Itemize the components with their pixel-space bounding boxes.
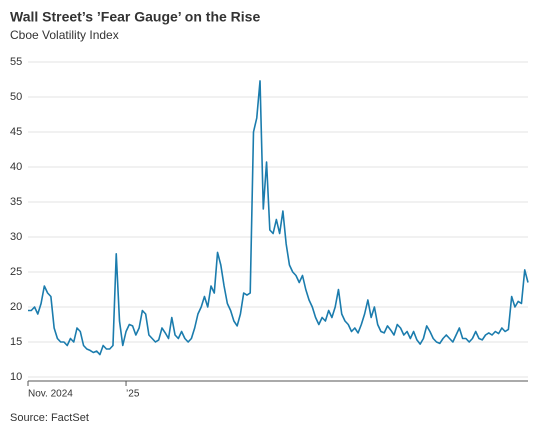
vix-line bbox=[28, 80, 529, 356]
chart-subtitle: Cboe Volatility Index bbox=[10, 28, 119, 42]
y-tick-label: 50 bbox=[10, 91, 22, 103]
chart-title: Wall Street’s ’Fear Gauge’ on the Rise bbox=[10, 9, 260, 25]
y-tick-label: 35 bbox=[10, 196, 22, 208]
y-tick-label: 20 bbox=[10, 301, 22, 313]
y-tick-label: 55 bbox=[10, 56, 22, 68]
y-tick-label: 15 bbox=[10, 336, 22, 348]
y-tick-label: 30 bbox=[10, 231, 22, 243]
y-tick-label: 40 bbox=[10, 161, 22, 173]
y-tick-label: 45 bbox=[10, 126, 22, 138]
y-tick-label: 25 bbox=[10, 266, 22, 278]
x-tick-label: ’25 bbox=[126, 389, 140, 400]
x-tick-label: Nov. 2024 bbox=[28, 389, 73, 400]
y-tick-label: 10 bbox=[10, 371, 22, 383]
source: Source: FactSet bbox=[10, 412, 89, 424]
